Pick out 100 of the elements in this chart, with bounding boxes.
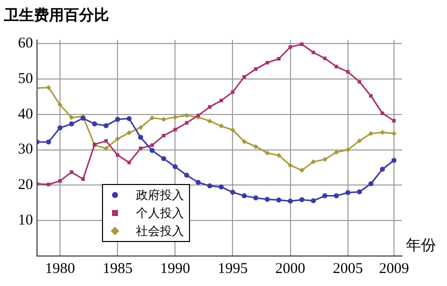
point — [173, 128, 177, 132]
point — [208, 105, 212, 109]
point — [276, 152, 282, 158]
point — [254, 67, 258, 71]
x-tick-label: 1990 — [160, 260, 190, 277]
x-tick-label: 1985 — [102, 260, 133, 277]
point — [138, 124, 144, 130]
point — [299, 197, 304, 202]
point — [264, 196, 270, 202]
point — [358, 80, 362, 84]
point — [322, 156, 328, 162]
point — [161, 116, 166, 122]
point — [127, 160, 131, 164]
point — [46, 182, 50, 186]
point — [346, 70, 350, 74]
y-tick-label: 50 — [18, 70, 33, 87]
point — [299, 168, 304, 173]
point — [242, 139, 247, 144]
point — [380, 130, 385, 135]
point — [162, 134, 166, 138]
point — [230, 190, 236, 195]
point — [266, 60, 270, 64]
point — [138, 134, 144, 140]
point — [150, 115, 155, 120]
point — [323, 56, 327, 60]
legend-label: 个人投入 — [136, 205, 184, 222]
x-tick-label: 1995 — [218, 260, 248, 277]
point — [138, 146, 142, 150]
y-tick-label: 10 — [18, 212, 33, 229]
point — [310, 198, 316, 204]
point — [126, 116, 132, 122]
point — [253, 144, 258, 150]
y-tick-label: 60 — [18, 35, 33, 52]
point — [104, 123, 109, 128]
point — [207, 118, 212, 124]
point — [230, 90, 235, 94]
point — [368, 181, 374, 186]
point — [242, 75, 246, 79]
point — [334, 64, 338, 68]
legend-label: 社会投入 — [136, 223, 184, 240]
point — [277, 57, 281, 61]
point — [218, 184, 224, 190]
y-axis-title: 卫生费用百分比 — [4, 6, 109, 25]
point — [92, 121, 98, 126]
point — [58, 125, 63, 130]
y-tick-label: 20 — [18, 177, 33, 194]
point — [126, 130, 132, 136]
point — [196, 114, 200, 118]
point — [196, 180, 201, 185]
x-tick-label: 2005 — [332, 260, 363, 277]
point — [58, 102, 63, 108]
point — [345, 147, 350, 152]
x-tick-label: 1980 — [45, 260, 76, 277]
point — [104, 139, 108, 143]
point — [184, 112, 190, 118]
x-axis-title: 年份 — [406, 236, 436, 255]
y-tick-label: 30 — [18, 142, 33, 158]
point — [288, 45, 292, 49]
point — [334, 193, 339, 198]
point — [242, 193, 247, 198]
point — [115, 136, 120, 142]
point — [392, 118, 396, 122]
point — [184, 172, 190, 178]
point — [345, 190, 350, 196]
point — [81, 177, 85, 181]
point — [391, 158, 396, 163]
point — [116, 153, 120, 157]
point — [104, 146, 109, 151]
point — [288, 162, 293, 168]
point — [46, 139, 52, 144]
point — [184, 121, 188, 125]
point — [69, 121, 74, 126]
legend-label: 政府投入 — [136, 187, 184, 204]
point — [230, 127, 236, 132]
point — [334, 150, 339, 155]
point — [172, 114, 178, 120]
point — [115, 116, 120, 122]
point — [161, 156, 166, 162]
point — [264, 150, 270, 156]
x-tick-label: 2000 — [275, 260, 306, 277]
point — [368, 130, 374, 136]
point — [150, 143, 154, 147]
point — [219, 98, 223, 102]
point — [356, 189, 362, 194]
point — [312, 50, 316, 54]
point — [46, 84, 52, 90]
point — [310, 159, 316, 164]
point — [288, 198, 293, 204]
point — [172, 164, 178, 170]
point — [70, 170, 74, 174]
point — [380, 166, 385, 172]
point — [207, 183, 212, 188]
point — [150, 148, 155, 153]
point — [300, 42, 304, 46]
point — [253, 195, 258, 200]
point — [218, 124, 224, 129]
point — [380, 112, 384, 116]
point — [356, 138, 362, 144]
point — [322, 193, 328, 198]
point — [58, 179, 62, 183]
